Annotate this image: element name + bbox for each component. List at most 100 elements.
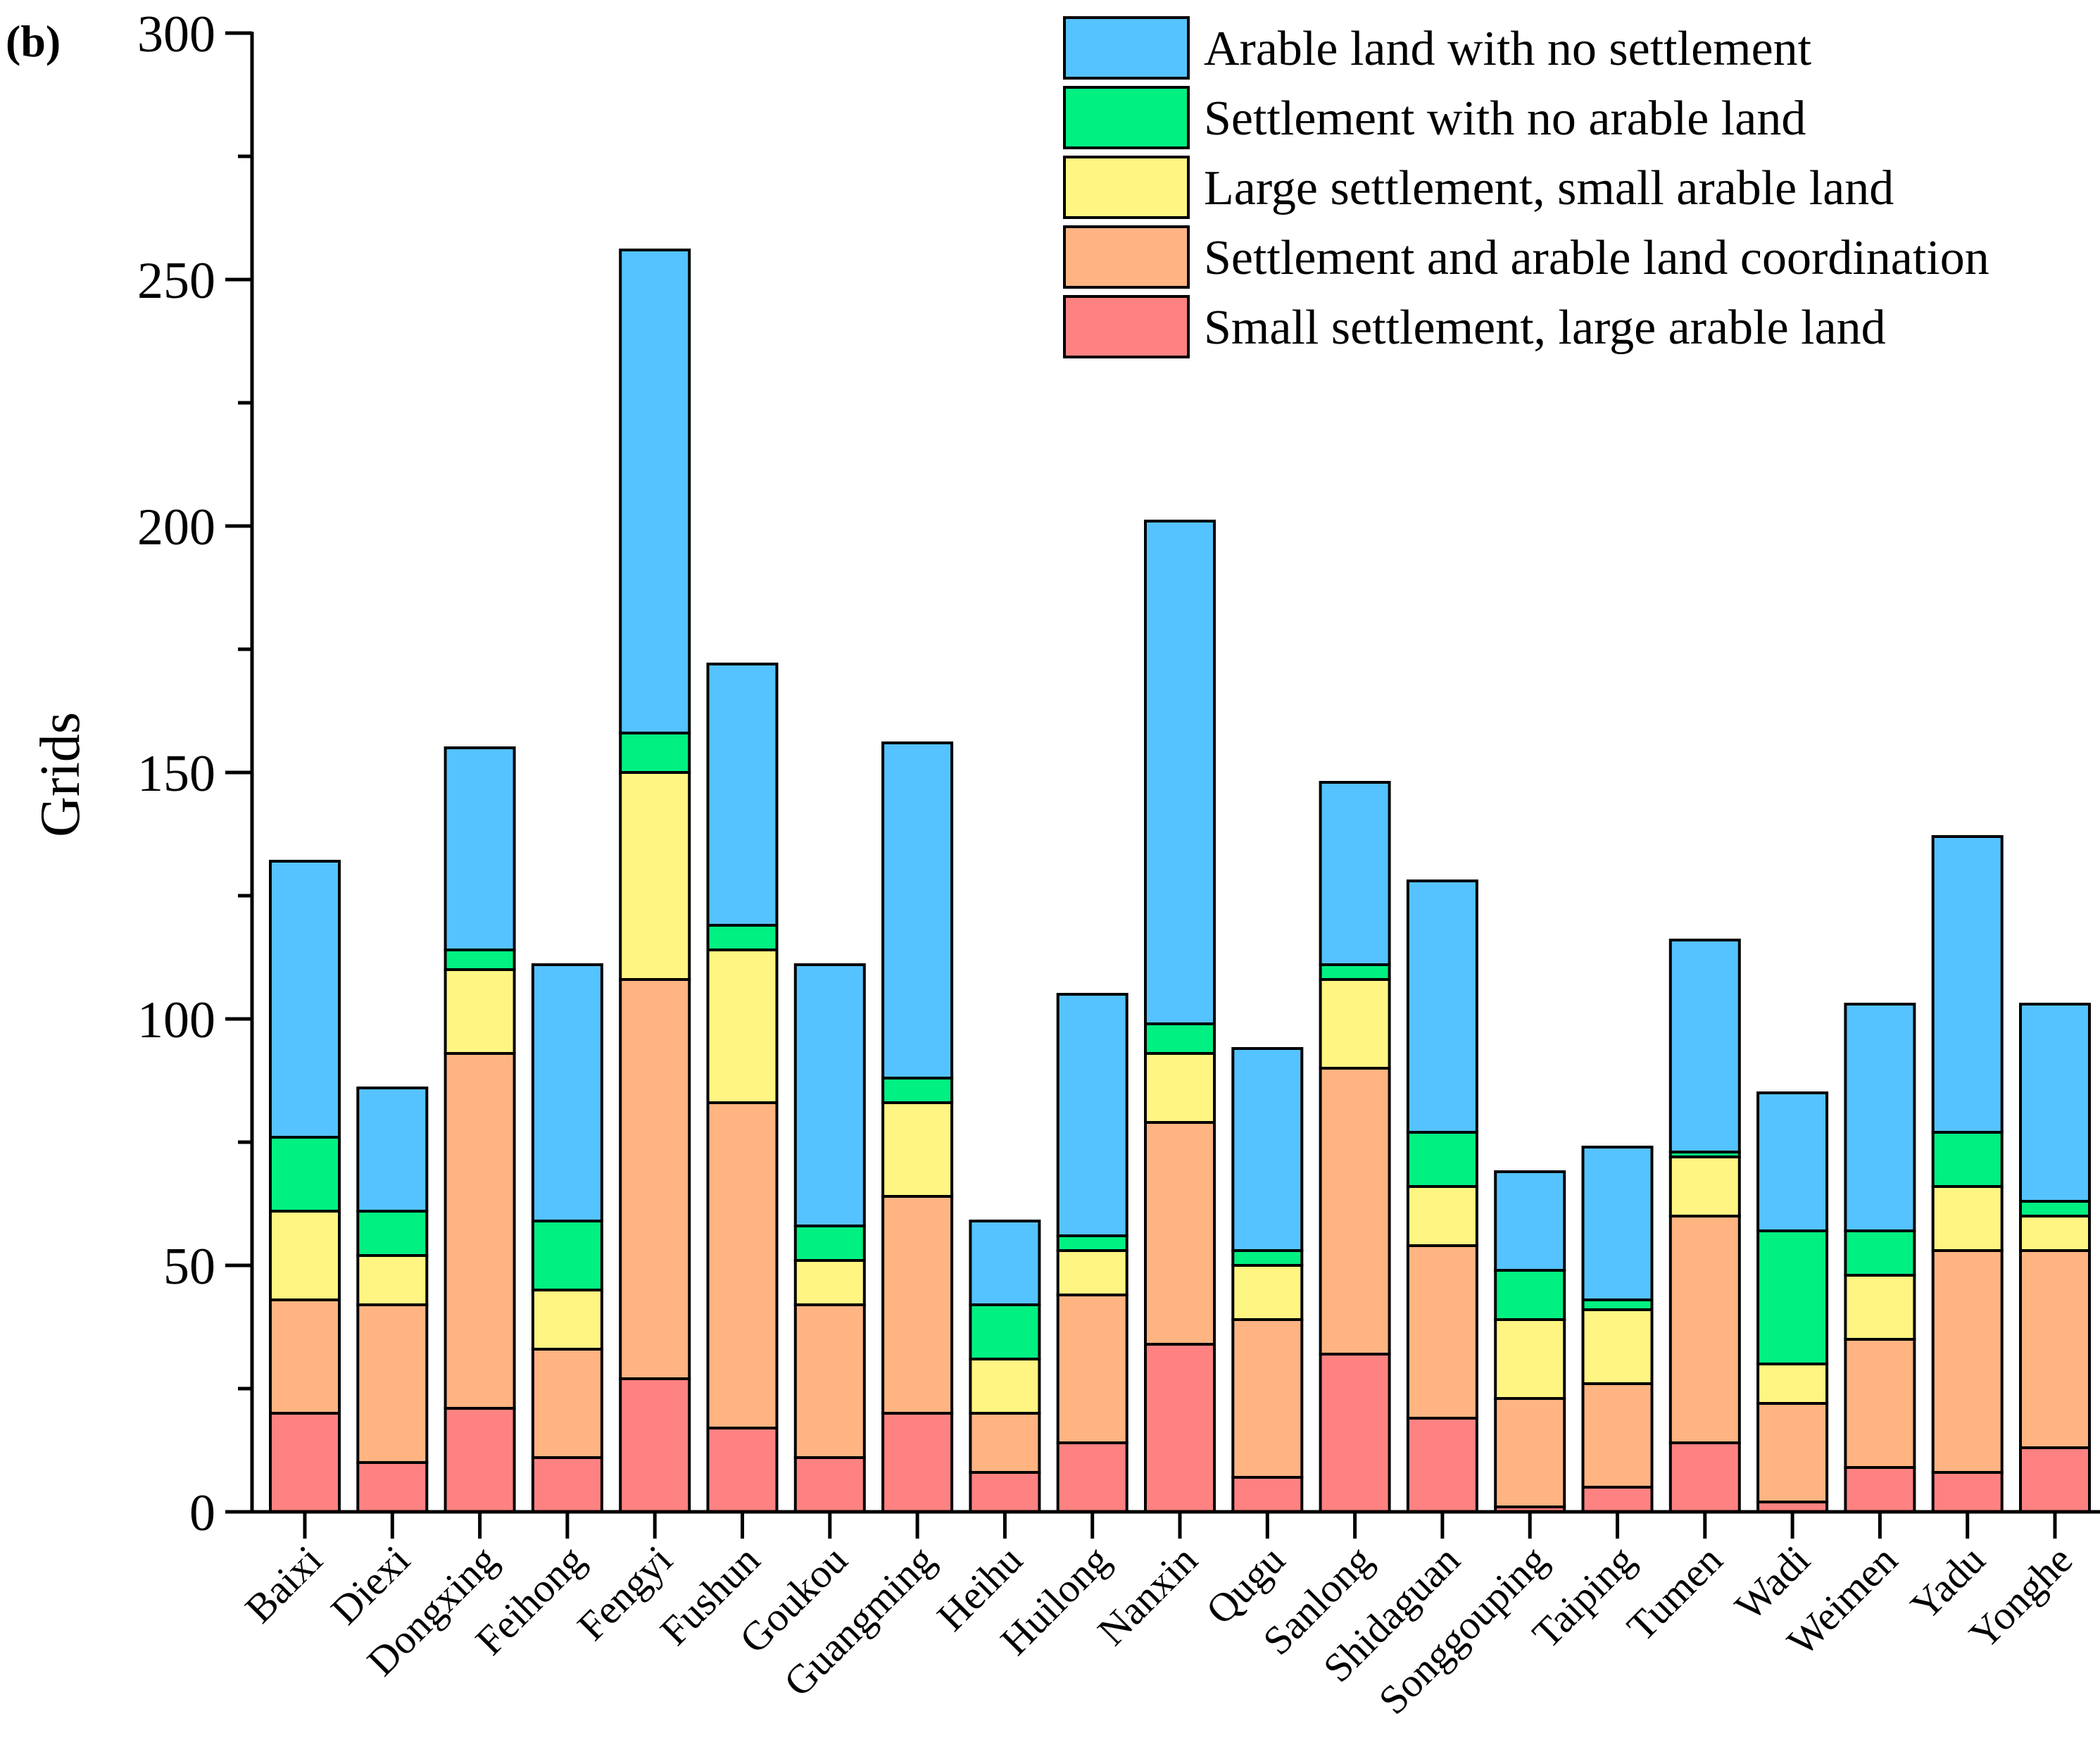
bar-qugu-arable-land-with-no-settlement <box>1231 1047 1304 1252</box>
bar-fengyi-settlement-and-arable-land-coordination <box>619 978 691 1380</box>
bar-weimen-arable-land-with-no-settlement <box>1844 1003 1916 1232</box>
bar-huilong-arable-land-with-no-settlement <box>1056 993 1128 1237</box>
bar-songgouping-settlement-with-no-arable-land <box>1494 1269 1566 1321</box>
bar-tumen-arable-land-with-no-settlement <box>1668 939 1741 1153</box>
bar-weimen-large-settlement-small-arable-land <box>1844 1274 1916 1341</box>
bar-guangming-large-settlement-small-arable-land <box>881 1101 954 1198</box>
bar-heihu-large-settlement-small-arable-land <box>969 1358 1041 1415</box>
bar-diexi-settlement-and-arable-land-coordination <box>356 1303 429 1464</box>
bar-fengyi-large-settlement-small-arable-land <box>619 771 691 981</box>
bar-sanlong-settlement-with-no-arable-land <box>1319 963 1391 981</box>
bar-yonghe-arable-land-with-no-settlement <box>2019 1003 2091 1203</box>
bar-baixi-settlement-with-no-arable-land <box>269 1136 341 1213</box>
bar-nanxin-arable-land-with-no-settlement <box>1144 520 1216 1025</box>
bar-goukou-arable-land-with-no-settlement <box>793 963 866 1227</box>
bar-fengyi-settlement-with-no-arable-land <box>619 732 691 774</box>
bar-qugu-settlement-with-no-arable-land <box>1231 1249 1304 1267</box>
bar-baixi-small-settlement-large-arable-land <box>269 1412 341 1513</box>
bar-weimen-settlement-and-arable-land-coordination <box>1844 1338 1916 1469</box>
bar-feihong-large-settlement-small-arable-land <box>531 1289 603 1351</box>
bar-fushun-arable-land-with-no-settlement <box>706 663 779 927</box>
bar-goukou-large-settlement-small-arable-land <box>793 1259 866 1306</box>
bar-guangming-arable-land-with-no-settlement <box>881 741 954 1079</box>
legend: Arable land with no settlement Settlement… <box>1063 16 1989 358</box>
bar-fengyi-arable-land-with-no-settlement <box>619 249 691 734</box>
legend-label-settlement-and-arable-land-coordination: Settlement and arable land coordination <box>1204 231 1989 285</box>
bar-heihu-settlement-with-no-arable-land <box>969 1303 1041 1360</box>
bar-songgouping-settlement-and-arable-land-coordination <box>1494 1397 1566 1508</box>
bars-layer <box>269 249 2091 1513</box>
bar-fengyi-small-settlement-large-arable-land <box>619 1377 691 1513</box>
bar-guangming-settlement-with-no-arable-land <box>881 1077 954 1104</box>
bar-baixi-arable-land-with-no-settlement <box>269 860 341 1139</box>
y-tick-label: 200 <box>137 499 215 556</box>
bar-nanxin-large-settlement-small-arable-land <box>1144 1052 1216 1124</box>
bar-weimen-settlement-with-no-arable-land <box>1844 1229 1916 1277</box>
bar-dongxing-arable-land-with-no-settlement <box>444 746 516 951</box>
bar-heihu-small-settlement-large-arable-land <box>969 1471 1041 1513</box>
bar-diexi-small-settlement-large-arable-land <box>356 1461 429 1513</box>
panel-label: (b) <box>6 16 61 66</box>
x-tick-label-baixi: Baixi <box>236 1536 331 1632</box>
bar-huilong-settlement-and-arable-land-coordination <box>1056 1294 1128 1444</box>
bar-sanlong-small-settlement-large-arable-land <box>1319 1353 1391 1513</box>
bar-nanxin-small-settlement-large-arable-land <box>1144 1343 1216 1513</box>
legend-swatch-small-settlement-large-arable-land <box>1063 295 1190 358</box>
legend-swatch-settlement-with-no-arable-land <box>1063 86 1190 149</box>
bar-shidaguan-small-settlement-large-arable-land <box>1406 1417 1478 1513</box>
bar-yadu-settlement-with-no-arable-land <box>1931 1131 2004 1188</box>
bar-qugu-settlement-and-arable-land-coordination <box>1231 1318 1304 1479</box>
bar-goukou-small-settlement-large-arable-land <box>793 1456 866 1513</box>
y-tick-label: 50 <box>163 1238 215 1296</box>
bar-tumen-small-settlement-large-arable-land <box>1668 1441 1741 1513</box>
bar-songgouping-large-settlement-small-arable-land <box>1494 1318 1566 1400</box>
legend-label-large-settlement-small-arable-land: Large settlement, small arable land <box>1204 161 1894 215</box>
bar-shidaguan-large-settlement-small-arable-land <box>1406 1185 1478 1247</box>
bar-sanlong-settlement-and-arable-land-coordination <box>1319 1067 1391 1356</box>
bar-shidaguan-settlement-and-arable-land-coordination <box>1406 1244 1478 1420</box>
y-tick-label: 150 <box>137 745 215 803</box>
y-tick-label: 300 <box>137 6 215 63</box>
bar-dongxing-settlement-with-no-arable-land <box>444 949 516 971</box>
bar-heihu-arable-land-with-no-settlement <box>969 1220 1041 1306</box>
legend-label-settlement-with-no-arable-land: Settlement with no arable land <box>1204 92 1806 146</box>
bar-heihu-settlement-and-arable-land-coordination <box>969 1412 1041 1474</box>
bar-wadi-large-settlement-small-arable-land <box>1756 1363 1829 1405</box>
bar-taiping-large-settlement-small-arable-land <box>1581 1308 1654 1385</box>
bar-taiping-settlement-and-arable-land-coordination <box>1581 1382 1654 1489</box>
bar-baixi-settlement-and-arable-land-coordination <box>269 1298 341 1415</box>
bar-yadu-small-settlement-large-arable-land <box>1931 1471 2004 1513</box>
bar-yadu-large-settlement-small-arable-land <box>1931 1185 2004 1252</box>
y-tick-label: 0 <box>189 1484 215 1542</box>
bar-dongxing-large-settlement-small-arable-land <box>444 968 516 1055</box>
bar-diexi-arable-land-with-no-settlement <box>356 1087 429 1213</box>
x-tick-label-nanxin: Nanxin <box>1088 1536 1206 1654</box>
bar-taiping-small-settlement-large-arable-land <box>1581 1486 1654 1513</box>
bar-goukou-settlement-with-no-arable-land <box>793 1225 866 1262</box>
y-axis-title: Grids <box>30 712 92 837</box>
bar-sanlong-arable-land-with-no-settlement <box>1319 781 1391 966</box>
bar-fushun-settlement-and-arable-land-coordination <box>706 1101 779 1429</box>
bar-taiping-arable-land-with-no-settlement <box>1581 1146 1654 1301</box>
bar-shidaguan-arable-land-with-no-settlement <box>1406 880 1478 1134</box>
legend-label-small-settlement-large-arable-land: Small settlement, large arable land <box>1204 301 1886 355</box>
bar-nanxin-settlement-and-arable-land-coordination <box>1144 1121 1216 1346</box>
bar-feihong-settlement-and-arable-land-coordination <box>531 1348 603 1459</box>
bar-fushun-settlement-with-no-arable-land <box>706 924 779 951</box>
bar-guangming-settlement-and-arable-land-coordination <box>881 1195 954 1415</box>
bar-goukou-settlement-and-arable-land-coordination <box>793 1303 866 1459</box>
bar-tumen-large-settlement-small-arable-land <box>1668 1156 1741 1217</box>
bar-qugu-large-settlement-small-arable-land <box>1231 1264 1304 1321</box>
bar-yonghe-large-settlement-small-arable-land <box>2019 1215 2091 1252</box>
bar-songgouping-arable-land-with-no-settlement <box>1494 1170 1566 1272</box>
bar-diexi-settlement-with-no-arable-land <box>356 1210 429 1257</box>
bar-fushun-small-settlement-large-arable-land <box>706 1427 779 1513</box>
bar-yonghe-settlement-with-no-arable-land <box>2019 1200 2091 1217</box>
bar-wadi-settlement-with-no-arable-land <box>1756 1229 1829 1365</box>
bar-diexi-large-settlement-small-arable-land <box>356 1254 429 1306</box>
bar-feihong-small-settlement-large-arable-land <box>531 1456 603 1513</box>
bar-huilong-large-settlement-small-arable-land <box>1056 1249 1128 1296</box>
bar-baixi-large-settlement-small-arable-land <box>269 1210 341 1301</box>
